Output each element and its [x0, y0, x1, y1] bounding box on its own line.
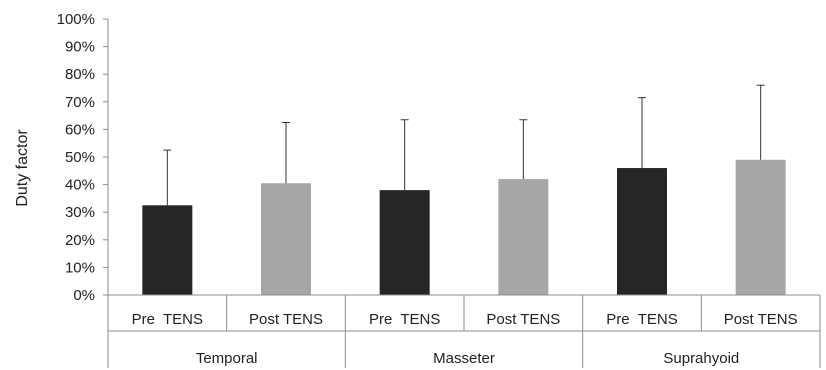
x-group-label: Masseter — [433, 350, 495, 367]
bar — [498, 179, 549, 295]
x-axis: Pre TENS Post TENS Pre TENS Post TENS Pre TE… — [107, 294, 821, 368]
x-group-label: Suprahyoid — [663, 350, 739, 367]
y-tick-label: 70% — [65, 94, 95, 111]
y-tick-label: 40% — [65, 177, 95, 194]
y-axis-title: Duty factor — [14, 129, 31, 207]
x-tick-label: Post TENS — [486, 311, 560, 328]
y-tick-label: 10% — [65, 259, 95, 276]
x-tick-label: Pre TENS — [132, 311, 203, 328]
bar — [617, 168, 667, 295]
x-tick-label: Post TENS — [249, 311, 323, 328]
error-bars — [163, 84, 765, 206]
bars — [142, 159, 786, 295]
bar — [261, 183, 311, 295]
x-tick-label: Pre TENS — [369, 311, 440, 328]
y-tick-label: 0% — [73, 287, 95, 304]
y-tick-label: 60% — [65, 121, 95, 138]
bar — [379, 190, 430, 295]
bar — [735, 159, 786, 295]
y-tick-label: 80% — [65, 66, 95, 83]
y-tick-label: 50% — [65, 149, 95, 166]
y-tick-label: 90% — [65, 39, 95, 56]
y-tick-label: 20% — [65, 232, 95, 249]
x-group-label: Temporal — [196, 350, 258, 367]
x-tick-label: Pre TENS — [606, 311, 677, 328]
y-tick-label: 30% — [65, 204, 95, 221]
y-tick-label: 100% — [57, 11, 95, 28]
bar — [142, 205, 193, 295]
x-tick-label: Post TENS — [724, 311, 798, 328]
y-axis: 0% 10% 20% 30% 40% 50% 60% 70% 80% 90% 100% — [57, 11, 109, 304]
